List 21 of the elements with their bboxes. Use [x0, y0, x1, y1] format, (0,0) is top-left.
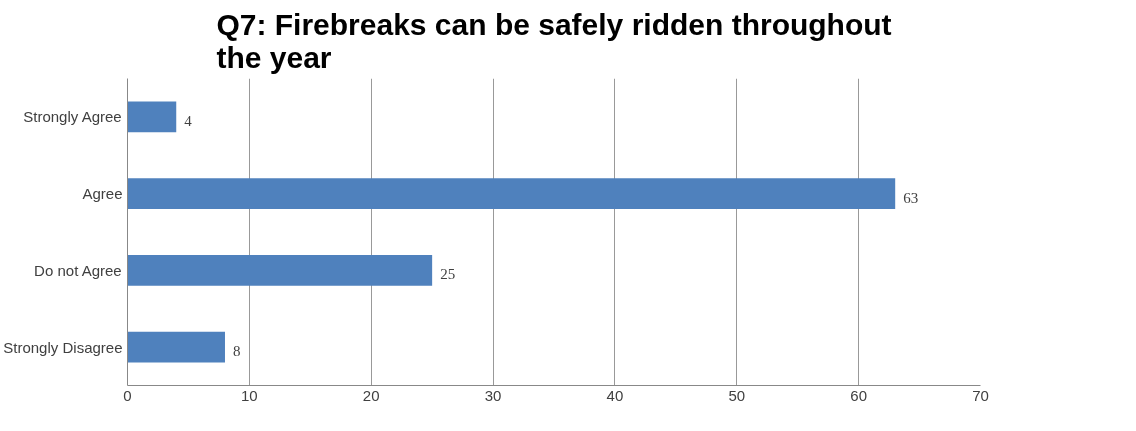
data-label: 25 — [440, 266, 456, 283]
x-tick-label: 20 — [362, 386, 380, 404]
bar — [127, 101, 177, 133]
data-label: 8 — [232, 343, 241, 360]
bar — [127, 178, 896, 209]
x-tick-label: 50 — [728, 386, 746, 404]
x-tick-label: 10 — [241, 386, 258, 404]
y-tick-label: Strongly Agree — [23, 108, 122, 126]
y-tick-label: Do not Agree — [34, 261, 122, 279]
x-tick-label: 70 — [972, 386, 989, 404]
data-label: 4 — [184, 112, 193, 129]
chart-title: Q7: Firebreaks can be safely ridden throughout the year — [216, 7, 892, 74]
bar — [127, 255, 433, 286]
x-tick-label: 40 — [606, 386, 624, 404]
data-label: 63 — [903, 189, 919, 206]
y-tick-label: Agree — [82, 185, 123, 203]
x-tick-label: 30 — [484, 386, 502, 404]
x-tick-label: 60 — [850, 386, 867, 404]
x-tick-label: 0 — [123, 386, 132, 404]
y-tick-label: Strongly Disagree — [3, 338, 123, 356]
bar — [127, 331, 225, 363]
